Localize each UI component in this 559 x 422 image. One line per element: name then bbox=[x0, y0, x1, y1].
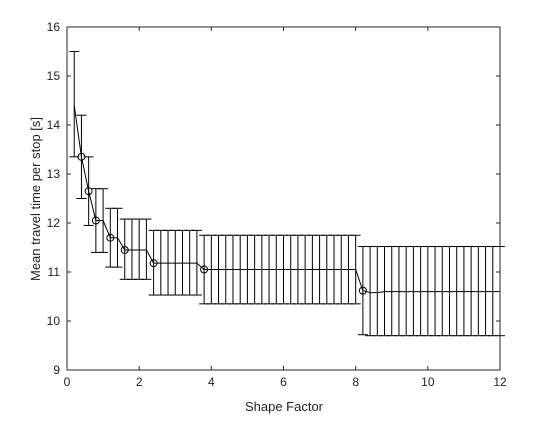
x-tick-label: 8 bbox=[352, 375, 359, 389]
x-axis-label: Shape Factor bbox=[245, 399, 324, 414]
x-tick-label: 2 bbox=[136, 375, 143, 389]
x-tick-label: 6 bbox=[280, 375, 287, 389]
data-point-marker bbox=[84, 187, 93, 196]
x-tick-label: 4 bbox=[208, 375, 215, 389]
y-tick-label: 12 bbox=[47, 216, 61, 230]
y-tick-label: 15 bbox=[47, 69, 61, 83]
data-point-marker bbox=[358, 286, 367, 295]
x-tick-label: 0 bbox=[64, 375, 71, 389]
x-tick-label: 10 bbox=[421, 375, 435, 389]
data-point-marker bbox=[91, 216, 100, 225]
y-tick-label: 10 bbox=[47, 314, 61, 328]
y-tick-label: 16 bbox=[47, 20, 61, 34]
data-point-marker bbox=[106, 233, 115, 242]
y-tick-label: 13 bbox=[47, 167, 61, 181]
y-axis-label: Mean travel time per stop [s] bbox=[28, 117, 43, 281]
series-line bbox=[73, 105, 500, 294]
axes: 0 2 4 6 8 10 12 9 10 11 12 13 14 15 16 bbox=[47, 20, 507, 389]
x-tick-label: 12 bbox=[493, 375, 507, 389]
y-tick-label: 11 bbox=[48, 265, 61, 279]
data-point-marker bbox=[200, 265, 209, 274]
y-tick-label: 14 bbox=[47, 118, 61, 132]
data-point-marker bbox=[77, 152, 86, 161]
y-tick-label: 9 bbox=[53, 363, 60, 377]
data-point-marker bbox=[120, 245, 129, 254]
data-point-marker bbox=[149, 259, 158, 268]
